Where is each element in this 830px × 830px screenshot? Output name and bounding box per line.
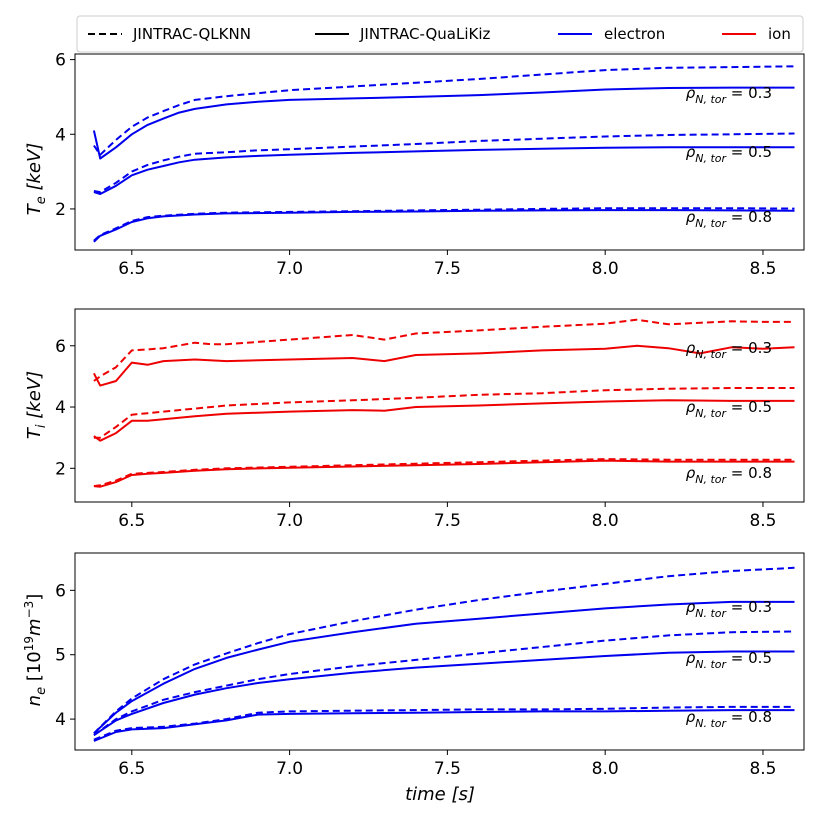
- plot-frame: [74, 552, 805, 751]
- ylabel-ti: Ti [keV]: [24, 371, 49, 439]
- legend-label-ion: ion: [768, 25, 791, 43]
- plot-frame: [74, 308, 805, 503]
- legend-frame: [76, 15, 804, 53]
- legend-label-qlknn: JINTRAC-QLKNN: [132, 25, 251, 43]
- ylabel-ne: ne [1019m−3]: [22, 594, 49, 707]
- panel-electron-temperature: 6.5 7.0 7.5 8.0 8.5 2 4 6 ρN, tor = 0.3 ρN, tor =…: [55, 51, 805, 279]
- x-tick-label: 8.0: [592, 759, 619, 779]
- x-tick-label: 6.5: [118, 759, 145, 779]
- x-tick-label: 8.5: [749, 259, 776, 279]
- legend-label-qualikiz: JINTRAC-QuaLiKiz: [359, 25, 491, 43]
- y-tick-label: 4: [55, 398, 66, 418]
- x-tick-label: 6.5: [118, 259, 145, 279]
- rho-annotation: ρN. tor = 0.8: [686, 708, 772, 730]
- y-tick-label: 2: [55, 200, 66, 220]
- y-tick-label: 4: [55, 710, 66, 730]
- rho-annotation: ρN, tor = 0.3: [686, 84, 772, 106]
- y-tick-label: 5: [55, 646, 66, 666]
- panel-ion-temperature: 6.5 7.0 7.5 8.0 8.5 2 4 6 ρN, tor = 0.3 ρN, tor =…: [55, 308, 805, 531]
- series-line-qualikiz-rho-0.8: [93, 209, 795, 243]
- x-tick-label: 8.5: [749, 759, 776, 779]
- y-tick-label: 4: [55, 125, 66, 145]
- xlabel-time: time [s]: [405, 784, 475, 805]
- series-line-qualikiz-rho-0.8: [93, 709, 795, 742]
- plot-frame: [74, 53, 805, 251]
- series-line-qualikiz-rho-0.5: [93, 146, 795, 195]
- series-line-qlknn-rho-0.5: [93, 387, 795, 439]
- series-line-qlknn-rho-0.3: [93, 566, 795, 735]
- x-tick-label: 6.5: [118, 511, 145, 531]
- rho-annotation: ρN, tor = 0.8: [686, 208, 772, 230]
- rho-annotation: ρN. tor = 0.5: [686, 649, 772, 671]
- series-line-qualikiz-rho-0.3: [93, 600, 795, 735]
- rho-annotation: ρN, tor = 0.3: [686, 339, 772, 361]
- x-tick-label: 7.5: [434, 511, 461, 531]
- rho-annotation: ρN. tor = 0.3: [686, 598, 772, 620]
- x-tick-label: 8.0: [592, 259, 619, 279]
- x-tick-label: 7.5: [434, 259, 461, 279]
- x-tick-label: 7.5: [434, 759, 461, 779]
- series-line-qualikiz-rho-0.3: [92, 86, 795, 160]
- y-tick-label: 2: [55, 459, 66, 479]
- x-tick-label: 8.0: [592, 511, 619, 531]
- legend: JINTRAC-QLKNN JINTRAC-QuaLiKiz electron …: [76, 15, 804, 53]
- series-line-qualikiz-rho-0.8: [93, 459, 795, 488]
- x-tick-label: 7.0: [276, 511, 303, 531]
- series-line-qlknn-rho-0.5: [93, 132, 795, 194]
- ylabel-te: Te [keV]: [24, 143, 49, 216]
- x-tick-label: 8.5: [749, 511, 776, 531]
- rho-annotation: ρN, tor = 0.5: [686, 143, 772, 165]
- y-tick-label: 6: [55, 337, 66, 357]
- rho-annotation: ρN, tor = 0.8: [686, 464, 772, 486]
- x-tick-label: 7.0: [276, 259, 303, 279]
- legend-label-electron: electron: [604, 25, 665, 43]
- y-tick-label: 6: [55, 581, 66, 601]
- rho-annotation: ρN, tor = 0.5: [686, 398, 772, 420]
- series-line-qlknn-rho-0.8: [93, 705, 795, 741]
- series-line-qlknn-rho-0.3: [93, 65, 795, 156]
- series-line-qualikiz-rho-0.5: [93, 399, 795, 442]
- series-line-qlknn-rho-0.5: [93, 630, 795, 737]
- series-line-qlknn-rho-0.3: [93, 318, 795, 382]
- x-tick-label: 7.0: [276, 759, 303, 779]
- series-line-qualikiz-rho-0.5: [93, 650, 795, 737]
- panel-electron-density: 6.5 7.0 7.5 8.0 8.5 4 5 6 ρN. tor = 0.3 ρN. tor =…: [55, 552, 805, 779]
- y-tick-label: 6: [55, 51, 66, 71]
- series-line-qualikiz-rho-0.3: [93, 344, 795, 387]
